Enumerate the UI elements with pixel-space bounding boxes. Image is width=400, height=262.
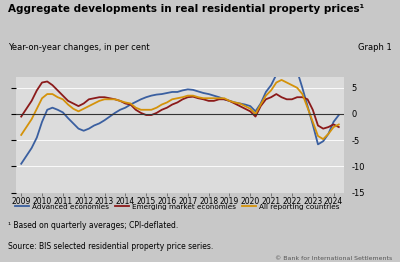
Advanced economies bbox=[81, 129, 86, 132]
Text: Year-on-year changes, in per cent: Year-on-year changes, in per cent bbox=[8, 43, 150, 52]
Emerging market economies bbox=[19, 115, 24, 118]
Emerging market economies bbox=[321, 127, 326, 130]
All reporting countries bbox=[321, 138, 326, 141]
Emerging market economies bbox=[217, 98, 222, 101]
All reporting countries bbox=[279, 78, 284, 81]
Text: © Bank for International Settlements: © Bank for International Settlements bbox=[275, 256, 392, 261]
Advanced economies bbox=[300, 86, 305, 89]
All reporting countries bbox=[19, 133, 24, 137]
Emerging market economies bbox=[336, 125, 341, 129]
All reporting countries bbox=[102, 98, 107, 101]
Text: Aggregate developments in real residential property prices¹: Aggregate developments in real residenti… bbox=[8, 4, 364, 14]
Advanced economies bbox=[102, 119, 107, 122]
Emerging market economies bbox=[86, 98, 91, 101]
Advanced economies bbox=[336, 113, 341, 117]
Advanced economies bbox=[19, 162, 24, 165]
All reporting countries bbox=[81, 107, 86, 110]
All reporting countries bbox=[212, 97, 216, 100]
Emerging market economies bbox=[180, 98, 185, 101]
Advanced economies bbox=[175, 90, 180, 94]
Advanced economies bbox=[212, 94, 216, 97]
All reporting countries bbox=[45, 92, 50, 96]
Legend: Advanced economies, Emerging market economies, All reporting countries: Advanced economies, Emerging market econ… bbox=[12, 201, 342, 212]
Emerging market economies bbox=[50, 84, 55, 87]
All reporting countries bbox=[175, 97, 180, 100]
Advanced economies bbox=[290, 61, 294, 64]
Line: All reporting countries: All reporting countries bbox=[21, 80, 339, 139]
All reporting countries bbox=[300, 92, 305, 96]
Text: Source: BIS selected residential property price series.: Source: BIS selected residential propert… bbox=[8, 242, 213, 251]
Text: ¹ Based on quarterly averages; CPI-deflated.: ¹ Based on quarterly averages; CPI-defla… bbox=[8, 221, 178, 230]
Text: Graph 1: Graph 1 bbox=[358, 43, 392, 52]
Line: Advanced economies: Advanced economies bbox=[21, 63, 339, 164]
Emerging market economies bbox=[107, 97, 112, 100]
All reporting countries bbox=[336, 123, 341, 126]
Emerging market economies bbox=[300, 96, 305, 99]
Line: Emerging market economies: Emerging market economies bbox=[21, 81, 339, 129]
Advanced economies bbox=[45, 108, 50, 111]
Emerging market economies bbox=[45, 80, 50, 83]
